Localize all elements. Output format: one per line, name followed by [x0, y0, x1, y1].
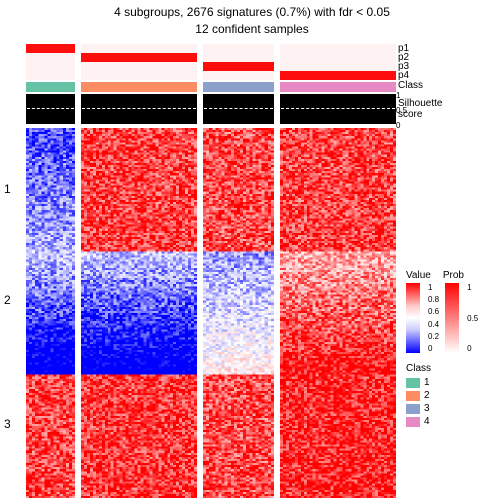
class-cell: [280, 82, 396, 92]
prob-cell-p3: [280, 62, 396, 71]
silhouette-tick: 0.5: [396, 106, 407, 115]
legend-value-title: Value: [406, 270, 431, 281]
class-legend-item-3: 3: [406, 402, 478, 415]
prob-cell-p4: [280, 71, 396, 80]
class-legend-item-2: 2: [406, 389, 478, 402]
cluster-label-2: 2: [4, 293, 11, 307]
value-tick: 0.4: [428, 320, 439, 329]
legend-class-title: Class: [406, 363, 431, 374]
class-cell: [203, 82, 273, 92]
class-swatch-label: 2: [424, 390, 430, 401]
prob-cell-p4: [203, 71, 273, 80]
prob-row-label-p4: p4: [398, 71, 423, 80]
silhouette-cell: [26, 94, 75, 124]
prob-gradient: [445, 283, 459, 353]
prob-cell-p2: [203, 53, 273, 62]
silhouette-cell: [81, 94, 197, 124]
prob-cell-p1: [81, 44, 197, 53]
silhouette-tick: 1: [396, 91, 400, 100]
heatmap-panel-1: [26, 128, 75, 498]
prob-cell-p1: [26, 44, 75, 53]
prob-cell-p2: [280, 53, 396, 62]
heatmap-panel-4: [280, 128, 396, 498]
legend-prob-title: Prob: [443, 270, 464, 281]
value-tick: 0.2: [428, 332, 439, 341]
cluster-label-1: 1: [4, 182, 11, 196]
prob-cell-p3: [26, 62, 75, 71]
prob-tick: 0: [467, 344, 478, 353]
prob-cell-p1: [280, 44, 396, 53]
prob-cell-p3: [203, 62, 273, 71]
legends: Value Prob 1 0.8 0.6 0.4 0.2 0 1 0.5 0 Class 1 2…: [406, 270, 478, 438]
prob-cell-p4: [26, 71, 75, 80]
silhouette-cell: [280, 94, 396, 124]
title-line-1: 4 subgroups, 2676 signatures (0.7%) with…: [0, 4, 504, 21]
prob-tick: 1: [467, 283, 478, 292]
heatmap-panel-2: [81, 128, 197, 498]
value-tick: 1: [428, 283, 439, 292]
class-swatch: [406, 404, 420, 414]
subgroup-column-3: [203, 44, 273, 498]
class-swatch: [406, 378, 420, 388]
title-line-2: 12 confident samples: [0, 21, 504, 38]
cluster-label-3: 3: [4, 417, 11, 431]
class-swatch-label: 3: [424, 403, 430, 414]
prob-tick: 0.5: [467, 314, 478, 323]
prob-cell-p4: [81, 71, 197, 80]
prob-cell-p2: [26, 53, 75, 62]
class-swatch: [406, 391, 420, 401]
class-cell: [81, 82, 197, 92]
silhouette-tick: 0: [396, 121, 400, 130]
value-gradient: [406, 283, 420, 353]
prob-cell-p2: [81, 53, 197, 62]
class-swatch: [406, 417, 420, 427]
value-tick: 0: [428, 344, 439, 353]
value-tick: 0.6: [428, 307, 439, 316]
value-tick: 0.8: [428, 295, 439, 304]
subgroup-column-2: [81, 44, 197, 498]
class-swatch-label: 4: [424, 416, 430, 427]
class-legend-item-1: 1: [406, 376, 478, 389]
heatmap-panel-3: [203, 128, 273, 498]
subgroup-column-1: [26, 44, 75, 498]
class-row-label: Class: [398, 81, 423, 90]
prob-cell-p3: [81, 62, 197, 71]
class-swatch-label: 1: [424, 377, 430, 388]
class-legend-item-4: 4: [406, 415, 478, 428]
silhouette-cell: [203, 94, 273, 124]
subgroup-column-4: [280, 44, 396, 498]
prob-cell-p1: [203, 44, 273, 53]
class-cell: [26, 82, 75, 92]
